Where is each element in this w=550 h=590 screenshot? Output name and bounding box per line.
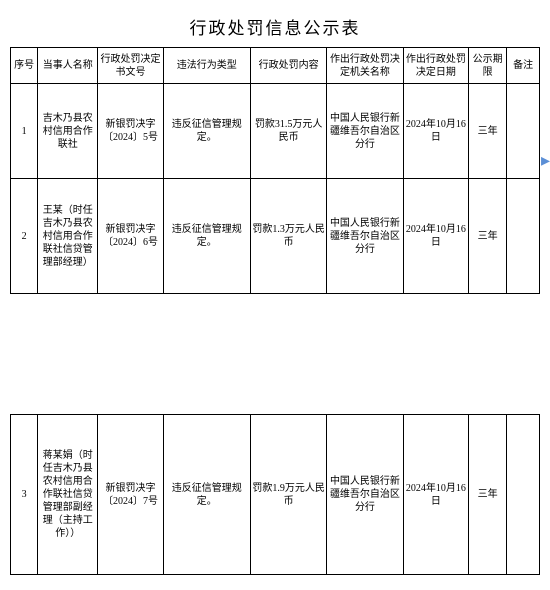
- th-party: 当事人名称: [38, 48, 98, 84]
- cell-seq: 1: [11, 84, 38, 179]
- cell-authority: 中国人民银行新疆维吾尔自治区分行: [327, 179, 403, 294]
- cell-period: 三年: [469, 415, 507, 575]
- cell-docno: 新银罚决字〔2024〕5号: [98, 84, 163, 179]
- cell-seq: 3: [11, 415, 38, 575]
- cell-party: 王某（时任吉木乃县农村信用合作联社信贷管理部经理）: [38, 179, 98, 294]
- th-type: 违法行为类型: [163, 48, 250, 84]
- cell-type: 违反征信管理规定。: [163, 84, 250, 179]
- cell-period: 三年: [469, 84, 507, 179]
- table-row: 3蒋某娟（时任吉木乃县农村信用合作联社信贷管理部副经理（主持工作））新银罚决字〔…: [11, 415, 540, 575]
- penalty-table-top: 序号 当事人名称 行政处罚决定书文号 违法行为类型 行政处罚内容 作出行政处罚决…: [10, 47, 540, 294]
- cell-authority: 中国人民银行新疆维吾尔自治区分行: [327, 415, 403, 575]
- cell-seq: 2: [11, 179, 38, 294]
- cell-party: 吉木乃县农村信用合作联社: [38, 84, 98, 179]
- th-date: 作出行政处罚决定日期: [403, 48, 468, 84]
- table-row: 2王某（时任吉木乃县农村信用合作联社信贷管理部经理）新银罚决字〔2024〕6号违…: [11, 179, 540, 294]
- penalty-table-bottom: 3蒋某娟（时任吉木乃县农村信用合作联社信贷管理部副经理（主持工作））新银罚决字〔…: [10, 414, 540, 575]
- th-seq: 序号: [11, 48, 38, 84]
- page-title: 行政处罚信息公示表: [10, 14, 540, 39]
- cell-date: 2024年10月16日: [403, 415, 468, 575]
- th-period: 公示期限: [469, 48, 507, 84]
- cell-note: [507, 415, 540, 575]
- cell-note: [507, 179, 540, 294]
- next-page-icon[interactable]: ▸: [541, 150, 550, 171]
- cell-party: 蒋某娟（时任吉木乃县农村信用合作联社信贷管理部副经理（主持工作））: [38, 415, 98, 575]
- th-docno: 行政处罚决定书文号: [98, 48, 163, 84]
- cell-date: 2024年10月16日: [403, 84, 468, 179]
- cell-content: 罚款1.3万元人民币: [250, 179, 326, 294]
- cell-period: 三年: [469, 179, 507, 294]
- cell-docno: 新银罚决字〔2024〕7号: [98, 415, 163, 575]
- cell-docno: 新银罚决字〔2024〕6号: [98, 179, 163, 294]
- th-authority: 作出行政处罚决定机关名称: [327, 48, 403, 84]
- page-gap: [10, 294, 540, 414]
- table-header-row: 序号 当事人名称 行政处罚决定书文号 违法行为类型 行政处罚内容 作出行政处罚决…: [11, 48, 540, 84]
- cell-date: 2024年10月16日: [403, 179, 468, 294]
- cell-content: 罚款1.9万元人民币: [250, 415, 326, 575]
- cell-type: 违反征信管理规定。: [163, 415, 250, 575]
- cell-content: 罚款31.5万元人民币: [250, 84, 326, 179]
- cell-note: [507, 84, 540, 179]
- table-row: 1吉木乃县农村信用合作联社新银罚决字〔2024〕5号违反征信管理规定。罚款31.…: [11, 84, 540, 179]
- th-note: 备注: [507, 48, 540, 84]
- th-content: 行政处罚内容: [250, 48, 326, 84]
- cell-type: 违反征信管理规定。: [163, 179, 250, 294]
- cell-authority: 中国人民银行新疆维吾尔自治区分行: [327, 84, 403, 179]
